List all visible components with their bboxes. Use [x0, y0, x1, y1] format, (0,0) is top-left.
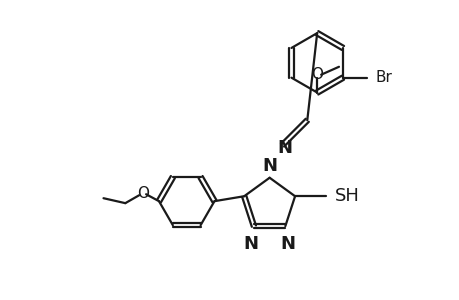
Text: O: O: [137, 186, 149, 201]
Text: N: N: [277, 139, 292, 157]
Text: N: N: [262, 157, 276, 175]
Text: Br: Br: [375, 70, 392, 85]
Text: N: N: [243, 235, 258, 253]
Text: SH: SH: [334, 187, 359, 205]
Text: O: O: [310, 67, 323, 82]
Text: N: N: [280, 235, 295, 253]
